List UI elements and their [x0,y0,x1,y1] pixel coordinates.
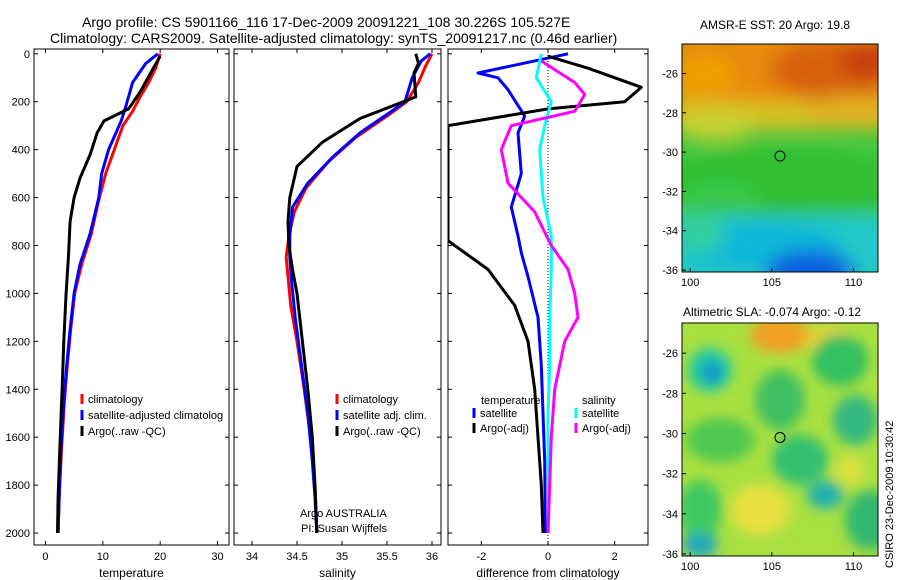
map-frame-sst [681,43,879,273]
legend-label-diff-right: Argo(-adj) [582,423,631,435]
map-ytick-label-sst: -34 [662,226,678,238]
header-line2: Climatology: CARS2009. Satellite-adjuste… [50,30,618,46]
series-group-salinity [284,52,434,534]
map-ytick-label-sla: -32 [662,469,678,481]
map-ytick-label-sla: -34 [662,509,678,521]
map-ytick-label-sst: -36 [662,265,678,277]
ytick-label: 600 [12,193,30,205]
map-ytick-label-sla: -30 [662,428,678,440]
sla-map [682,323,878,556]
xtick-label-salinity: 34 [246,551,258,563]
xtick-label-difference: -2 [476,551,486,563]
ytick-label: 1800 [6,480,30,492]
xtick-label-temperature: 0 [42,551,48,563]
series-line-difference-2 [534,53,553,534]
argo-location-marker-sst [774,150,786,162]
series-line-difference-3 [499,59,587,534]
series-line-temperature-1 [56,52,159,534]
ytick-label: 2000 [6,528,30,540]
map-ytick-label-sla: -28 [662,388,678,400]
legend-label-temperature: climatology [88,394,144,406]
ytick-label: 1400 [6,384,30,396]
map-xtick-label-sla: 110 [845,561,863,573]
series-line-salinity-0 [284,53,434,534]
sst-title: AMSR-E SST: 20 Argo: 19.8 [700,18,851,32]
xtick-label-salinity: 35 [336,551,348,563]
ytick-label: 1200 [6,336,30,348]
map-ytick-label-sst: -28 [662,108,678,120]
series-group-temperature [56,52,162,534]
map-xtick-label-sla: 100 [681,561,699,573]
xtick-label-temperature: 30 [211,551,223,563]
series-line-difference-0 [476,52,569,534]
series-group-difference [448,52,643,534]
legend-label-salinity: climatology [343,394,399,406]
series-line-salinity-2 [286,53,420,534]
axes-box-salinity [233,48,442,546]
legend-label-temperature: satellite-adjusted climatolog [88,410,223,422]
legend-label-salinity: Argo(..raw -QC) [343,426,421,438]
xtick-label-difference: 0 [545,551,551,563]
sla-title: Altimetric SLA: -0.074 Argo: -0.12 [683,305,862,319]
xtick-label-difference: 2 [612,551,618,563]
map-xtick-label-sst: 100 [681,277,699,289]
map-frame-sla [681,322,879,557]
header-line1: Argo profile: CS 5901166_116 17-Dec-2009… [82,14,571,30]
ytick-label: 1600 [6,432,30,444]
xtick-label-temperature: 10 [97,551,109,563]
legend-label-diff-left: satellite [480,408,517,420]
argo-annotation: Argo AUSTRALIA [300,508,387,520]
legend-label-diff-left: Argo(-adj) [480,423,529,435]
ytick-label: 800 [12,240,30,252]
ytick-label: 400 [12,145,30,157]
legend-label-diff-right: satellite [582,408,619,420]
series-line-salinity-1 [288,52,432,534]
legend-label-temperature: Argo(..raw -QC) [88,426,166,438]
map-ytick-label-sst: -26 [662,68,678,80]
argo-location-marker-sla [774,431,786,443]
xlabel-temperature: temperature [99,566,164,580]
footer-stamp: CSIRO 23-Dec-2009 10:30:42 [884,420,896,568]
xtick-label-salinity: 36 [426,551,438,563]
xlabel-difference: difference from climatology [476,566,619,580]
ytick-label: 1000 [6,288,30,300]
legend-label-salinity: satellite adj. clim. [343,410,427,422]
xtick-label-temperature: 20 [154,551,166,563]
legend-title-temperature: temperature [481,395,540,407]
xlabel-salinity: salinity [319,566,356,580]
map-ytick-label-sla: -26 [662,348,678,360]
map-xtick-label-sla: 105 [763,561,781,573]
map-ytick-label-sst: -30 [662,147,678,159]
xtick-label-salinity: 35.5 [376,551,397,563]
legend-title-salinity: salinity [582,395,616,407]
axes-box-temperature [33,48,230,546]
pi-annotation: PI: Susan Wijffels [301,523,387,535]
ytick-label: 0 [24,49,30,61]
series-line-difference-1 [448,54,643,534]
ytick-label: 200 [12,97,30,109]
map-xtick-label-sst: 110 [845,277,863,289]
sst-map [682,44,878,272]
series-line-temperature-2 [56,55,162,534]
map-ytick-label-sla: -36 [662,549,678,561]
map-ytick-label-sst: -32 [662,186,678,198]
xtick-label-salinity: 34.5 [286,551,307,563]
map-xtick-label-sst: 105 [763,277,781,289]
